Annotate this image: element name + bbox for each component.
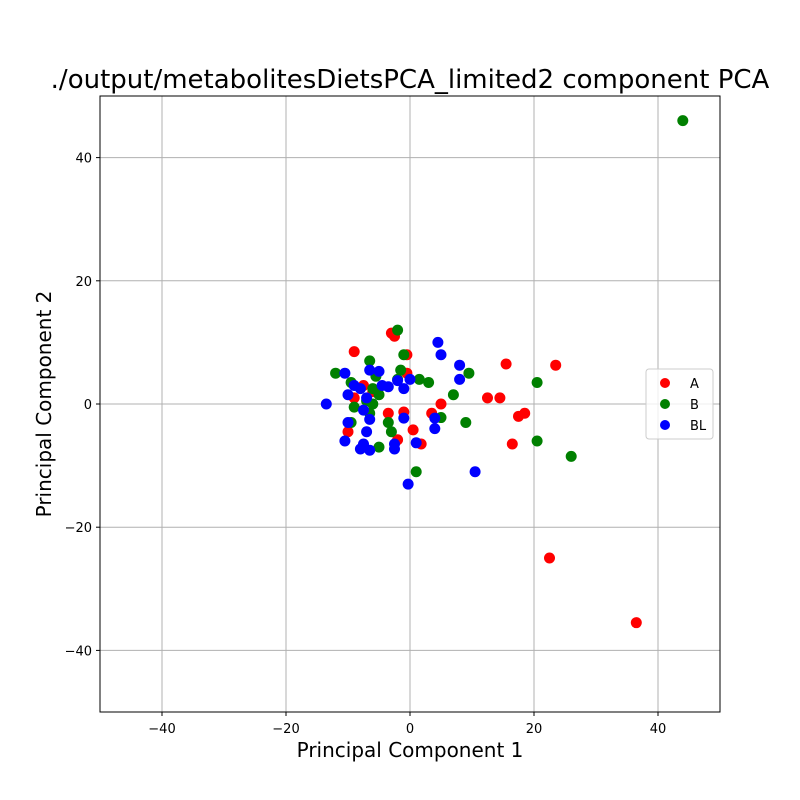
legend-marker-bl: [660, 420, 670, 430]
scatter-point-a: [630, 617, 642, 629]
scatter-point-bl: [358, 404, 369, 416]
x-tick-label: −20: [272, 722, 299, 737]
legend-label-b: B: [690, 398, 699, 413]
scatter-point-b: [531, 376, 543, 388]
y-tick-label: 40: [75, 152, 92, 167]
scatter-point-bl: [454, 359, 466, 371]
scatter-point-a: [407, 424, 419, 436]
legend-label-bl: BL: [690, 419, 707, 434]
scatter-point-bl: [342, 389, 354, 401]
scatter-point-b: [410, 466, 422, 478]
scatter-point-b: [463, 367, 475, 379]
scatter-point-a: [506, 438, 518, 450]
scatter-point-bl: [429, 412, 441, 424]
scatter-point-bl: [382, 381, 394, 393]
scatter-point-a: [382, 407, 394, 419]
scatter-point-b: [330, 367, 342, 379]
scatter-point-a: [482, 392, 493, 404]
scatter-point-b: [447, 389, 459, 401]
chart-title: ./output/metabolitesDietsPCA_limited2 co…: [51, 65, 770, 95]
scatter-point-bl: [354, 383, 366, 395]
scatter-point-b: [364, 355, 376, 367]
scatter-point-bl: [320, 398, 332, 410]
x-tick-label: 40: [650, 722, 667, 737]
scatter-point-b: [413, 373, 425, 385]
y-tick-label: −40: [65, 644, 92, 659]
x-axis-title: Principal Component 1: [297, 738, 524, 762]
scatter-point-b: [348, 401, 360, 413]
scatter-point-bl: [429, 423, 441, 435]
legend-marker-b: [660, 399, 670, 409]
scatter-point-a: [342, 426, 354, 438]
scatter-point-b: [373, 389, 385, 401]
scatter-point-bl: [361, 426, 373, 438]
scatter-point-bl: [469, 466, 481, 478]
scatter-point-b: [395, 364, 407, 376]
x-tick-label: −40: [148, 722, 175, 737]
legend-marker-a: [660, 378, 670, 388]
scatter-point-a: [500, 358, 512, 370]
y-axis-title: Principal Component 2: [32, 291, 56, 518]
y-tick-label: −20: [65, 521, 92, 536]
y-tick-label: 0: [84, 398, 92, 413]
scatter-point-bl: [339, 435, 351, 447]
axis-ticks: −40 −20 0 20 40 −40 −20 0 20 40: [65, 152, 667, 737]
scatter-point-bl: [410, 437, 422, 449]
scatter-point-a: [550, 359, 562, 371]
data-points: [320, 115, 689, 629]
scatter-point-bl: [339, 367, 351, 379]
scatter-point-bl: [354, 443, 366, 455]
scatter-point-b: [385, 426, 397, 438]
scatter-point-bl: [342, 416, 354, 428]
scatter-point-bl: [389, 443, 400, 455]
scatter-point-bl: [432, 336, 444, 348]
scatter-point-bl: [398, 412, 410, 424]
scatter-point-bl: [398, 383, 410, 395]
scatter-point-bl: [373, 365, 385, 377]
scatter-point-b: [460, 416, 472, 428]
scatter-point-b: [423, 376, 435, 388]
scatter-point-bl: [361, 392, 373, 404]
scatter-point-a: [348, 346, 360, 358]
scatter-point-b: [392, 324, 404, 336]
scatter-point-bl: [454, 373, 466, 385]
scatter-point-bl: [404, 373, 416, 385]
scatter-point-bl: [435, 349, 447, 361]
scatter-point-a: [513, 410, 524, 422]
scatter-point-a: [494, 392, 506, 404]
scatter-point-b: [677, 115, 689, 127]
scatter-point-b: [565, 450, 577, 462]
x-tick-label: 20: [526, 722, 543, 737]
scatter-point-bl: [364, 444, 376, 456]
scatter-point-b: [398, 349, 410, 361]
legend: AB BL: [645, 368, 714, 440]
scatter-point-b: [382, 416, 394, 428]
scatter-point-bl: [364, 364, 376, 376]
scatter-point-bl: [402, 478, 414, 490]
y-tick-label: 20: [75, 275, 92, 290]
x-tick-label: 0: [406, 722, 414, 737]
scatter-point-bl: [392, 375, 404, 387]
legend-label-a: A: [690, 377, 699, 392]
scatter-point-a: [544, 552, 555, 564]
scatter-point-b: [373, 441, 385, 453]
scatter-point-bl: [364, 413, 376, 425]
grid-lines: [100, 96, 720, 712]
scatter-point-b: [531, 435, 543, 447]
scatter-point-a: [435, 398, 447, 410]
